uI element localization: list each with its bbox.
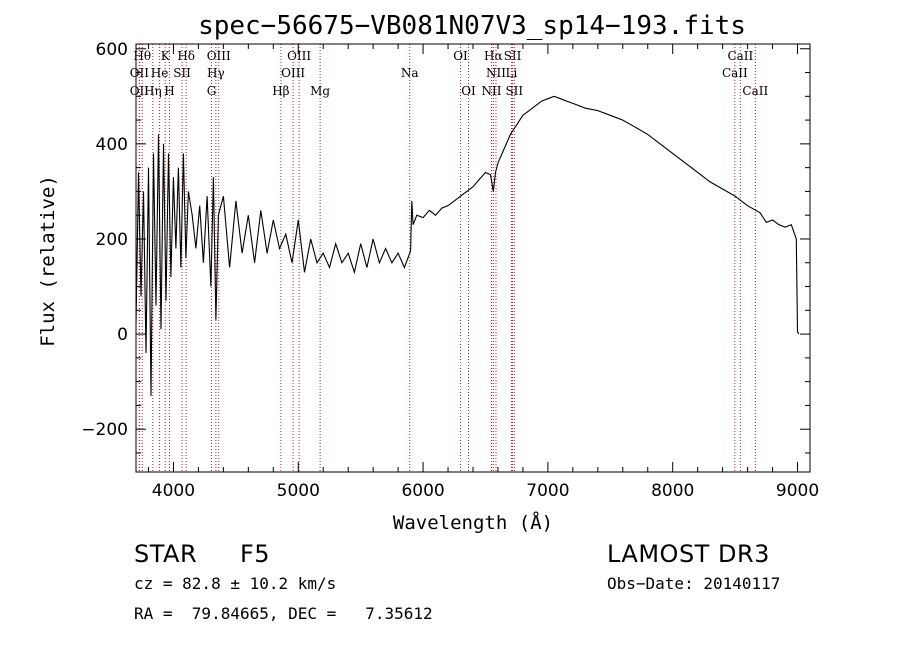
plot-frame bbox=[135, 43, 811, 473]
y-tick-label: −200 bbox=[81, 420, 128, 440]
line-marker-label: He bbox=[151, 66, 169, 80]
coordinates: RA = 79.84665, DEC = 7.35612 bbox=[134, 604, 433, 623]
line-marker-label: CaII bbox=[727, 49, 753, 63]
line-marker-label: H bbox=[164, 84, 174, 98]
x-tick-label: 5000 bbox=[277, 481, 320, 501]
object-subclass: F5 bbox=[240, 540, 271, 568]
line-marker-label: SII bbox=[505, 84, 523, 98]
series-line-flux bbox=[135, 95, 800, 396]
line-marker-label: Hβ bbox=[272, 84, 289, 98]
line-marker-label: Hθ bbox=[133, 49, 151, 63]
line-marker-label: Na bbox=[401, 66, 419, 80]
line-marker-label: CaII bbox=[722, 66, 748, 80]
x-tick-label: 7000 bbox=[526, 481, 569, 501]
line-marker-label: Mg bbox=[310, 84, 330, 98]
survey-name: LAMOST DR3 bbox=[607, 540, 770, 568]
line-marker-label: Hη bbox=[144, 84, 162, 98]
y-tick-label: 200 bbox=[96, 230, 128, 250]
x-tick-label: 9000 bbox=[776, 481, 819, 501]
line-marker-label: G bbox=[207, 84, 217, 98]
spectrum-series bbox=[135, 95, 800, 396]
observation-date: Obs−Date: 20140117 bbox=[607, 574, 781, 593]
line-marker-label: Li bbox=[506, 66, 518, 80]
axis-ticks: 4000 5000 6000 7000 8000 9000 −200 0 200 400 600 bbox=[81, 40, 819, 501]
spectral-line-markers: HθHηKHδOIIHeSIIOIIHOIIIHγGHβOIIIOIIIMgNa… bbox=[130, 44, 768, 472]
line-marker-label: NII bbox=[486, 66, 506, 80]
x-tick-label: 4000 bbox=[152, 481, 195, 501]
x-axis-label: Wavelength (Å) bbox=[393, 511, 553, 534]
line-marker-label: NII bbox=[481, 84, 501, 98]
line-marker-label: SII bbox=[504, 49, 522, 63]
y-tick-label: 400 bbox=[96, 135, 128, 155]
line-marker-label: K bbox=[161, 49, 171, 63]
line-marker-label: OIII bbox=[281, 66, 305, 80]
line-marker-label: CaII bbox=[742, 84, 768, 98]
y-tick-label: 600 bbox=[96, 40, 128, 60]
y-axis-label: Flux (relative) bbox=[37, 175, 59, 347]
line-marker-label: Hα bbox=[484, 49, 503, 63]
line-marker-label: OII bbox=[130, 84, 150, 98]
redshift-cz: cz = 82.8 ± 10.2 km/s bbox=[134, 574, 337, 593]
line-marker-label: SII bbox=[173, 66, 191, 80]
line-marker-label: OI bbox=[461, 84, 476, 98]
chart-title: spec−56675−VB081N07V3_sp14−193.fits bbox=[198, 11, 746, 41]
x-tick-label: 8000 bbox=[651, 481, 694, 501]
x-tick-label: 6000 bbox=[401, 481, 444, 501]
line-marker-label: OI bbox=[453, 49, 468, 63]
object-class: STAR bbox=[134, 540, 198, 568]
line-marker-label: OIII bbox=[207, 49, 231, 63]
line-marker-label: Hδ bbox=[177, 49, 195, 63]
line-marker-label: OIII bbox=[287, 49, 311, 63]
y-tick-label: 0 bbox=[117, 325, 128, 345]
line-marker-label: Hγ bbox=[207, 66, 225, 80]
